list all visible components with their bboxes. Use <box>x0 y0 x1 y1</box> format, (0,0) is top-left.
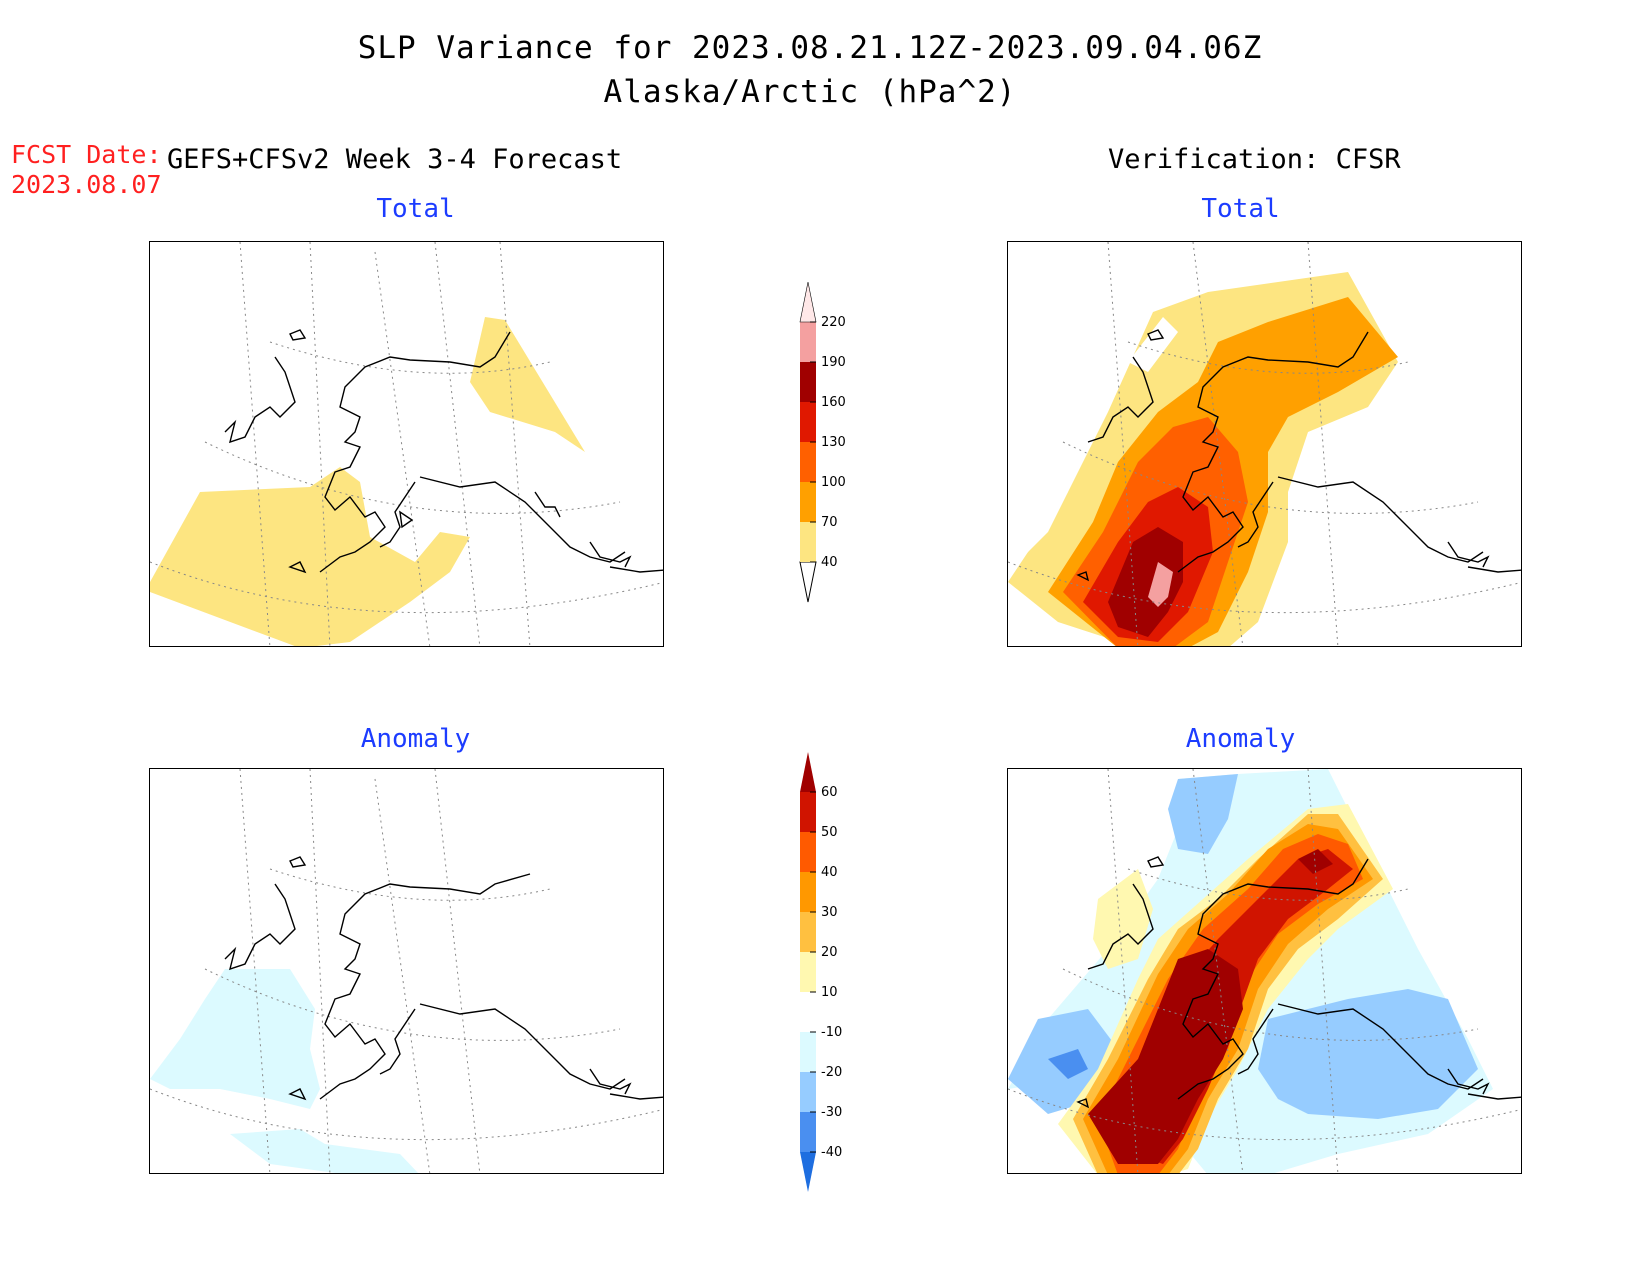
shaded-fields <box>150 969 419 1173</box>
figure-title: SLP Variance for 2023.08.21.12Z-2023.09.… <box>357 30 1263 66</box>
map-forecast-total <box>149 241 664 647</box>
colorbar-tick-label: 160 <box>821 395 846 410</box>
coastline <box>224 329 663 574</box>
colorbar-tick-label: 20 <box>821 945 838 960</box>
colorbar-swatch <box>800 1072 816 1112</box>
colorbar-tick-label: -40 <box>821 1145 842 1160</box>
panel-title-verif-anomaly: Anomaly <box>1185 724 1296 754</box>
colorbar-swatch <box>800 992 816 1032</box>
fcst-date-label: FCST Date: <box>11 140 162 169</box>
colorbar-upper-end <box>799 282 817 323</box>
coastline <box>1076 329 1521 582</box>
fcst-date-value: 2023.08.07 <box>11 170 162 199</box>
panel-title-verif-total: Total <box>1201 194 1280 224</box>
colorbar-tick-label: -10 <box>821 1025 842 1040</box>
colorbar-swatch <box>800 362 816 402</box>
graticule <box>1008 242 1521 646</box>
colorbar-swatch <box>800 402 816 442</box>
panel-title-fcst-anomaly: Anomaly <box>360 724 471 754</box>
coastline <box>224 856 663 1101</box>
colorbar-swatch <box>800 442 816 482</box>
colorbar-anomaly: -40 -30 -20 -10 10 20 30 40 50 60 <box>800 752 842 1192</box>
colorbar-tick-label: 50 <box>821 825 838 840</box>
colorbar-tick-label: -20 <box>821 1065 842 1080</box>
colorbar-tick-label: 220 <box>821 315 846 330</box>
colorbar-tick-label: 70 <box>821 515 838 530</box>
forecast-model-header: GEFS+CFSv2 Week 3-4 Forecast <box>167 144 623 175</box>
graticule <box>150 769 663 1173</box>
colorbar-tick-label: 30 <box>821 905 838 920</box>
colorbar-upper-end <box>800 752 816 792</box>
colorbar-swatch <box>800 1112 816 1152</box>
colorbar-lower-end <box>799 561 817 603</box>
colorbar-tick-label: -30 <box>821 1105 842 1120</box>
shaded-fields <box>1008 769 1493 1173</box>
colorbar-swatch <box>800 912 816 952</box>
panel-title-fcst-total: Total <box>376 194 455 224</box>
colorbar-swatch <box>800 1032 816 1072</box>
colorbar-tick-label: 60 <box>821 785 838 800</box>
map-verification-anomaly <box>1007 768 1522 1174</box>
colorbar-tick-label: 190 <box>821 355 846 370</box>
map-forecast-anomaly <box>149 768 664 1174</box>
verification-header: Verification: CFSR <box>1108 144 1401 175</box>
colorbar-tick-label: 100 <box>821 475 846 490</box>
colorbar-swatch <box>800 952 816 992</box>
colorbar-swatch <box>800 522 816 562</box>
shaded-fields <box>1008 272 1398 646</box>
map-verification-total <box>1007 241 1522 647</box>
colorbar-swatch <box>800 792 816 832</box>
graticule <box>1008 769 1521 1173</box>
figure-subtitle: Alaska/Arctic (hPa^2) <box>603 74 1017 110</box>
colorbar-total: 40 70 100 130 160 190 220 <box>799 282 846 603</box>
colorbar-tick-label: 40 <box>821 555 838 570</box>
colorbar-swatch <box>800 872 816 912</box>
colorbar-swatch <box>800 322 816 362</box>
colorbar-tick-label: 40 <box>821 865 838 880</box>
coastline <box>1076 856 1521 1109</box>
colorbar-swatch <box>800 482 816 522</box>
colorbar-lower-end <box>800 1152 816 1192</box>
colorbar-tick-label: 130 <box>821 435 846 450</box>
graticule <box>150 242 663 646</box>
colorbar-swatch <box>800 832 816 872</box>
colorbar-tick-label: 10 <box>821 985 838 1000</box>
